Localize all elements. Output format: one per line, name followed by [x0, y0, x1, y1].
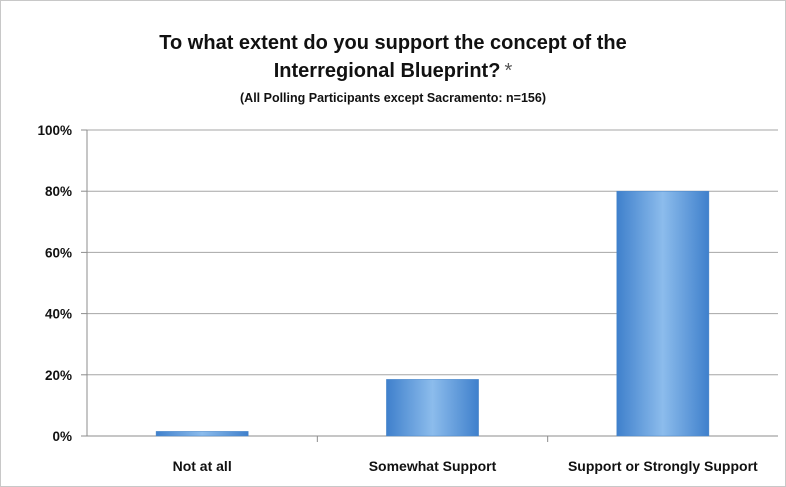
x-tick-label: Not at all: [173, 458, 232, 474]
y-tick-label: 0%: [52, 429, 72, 444]
y-tick-label: 80%: [45, 184, 72, 199]
y-tick-label: 20%: [45, 368, 72, 383]
bar-support-or-strongly-support: [616, 190, 710, 437]
y-tick-label: 100%: [37, 123, 72, 138]
y-tick-label: 40%: [45, 307, 72, 322]
chart-title-text-2: Interregional Blueprint?: [273, 60, 501, 82]
chart-subtitle: (All Polling Participants except Sacrame…: [240, 91, 546, 105]
bar-somewhat-support: [386, 379, 479, 437]
chart-title-line-2: Interregional Blueprint? *: [0, 58, 786, 84]
x-tick-label: Somewhat Support: [369, 458, 497, 474]
x-tick-labels: Not at all Somewhat Support Support or Str…: [173, 458, 758, 474]
chart-title-line-1: To what extent do you support the concep…: [0, 30, 786, 56]
y-tick-label: 60%: [45, 245, 72, 260]
chart-title-text-1: To what extent do you support the concep…: [159, 32, 627, 54]
bar-not-at-all: [155, 431, 249, 437]
bars: [155, 190, 710, 437]
y-tick-labels: 0% 20% 40% 60% 80% 100%: [37, 123, 72, 444]
title-asterisk: *: [504, 60, 513, 82]
x-tick-label: Support or Strongly Support: [568, 458, 758, 474]
